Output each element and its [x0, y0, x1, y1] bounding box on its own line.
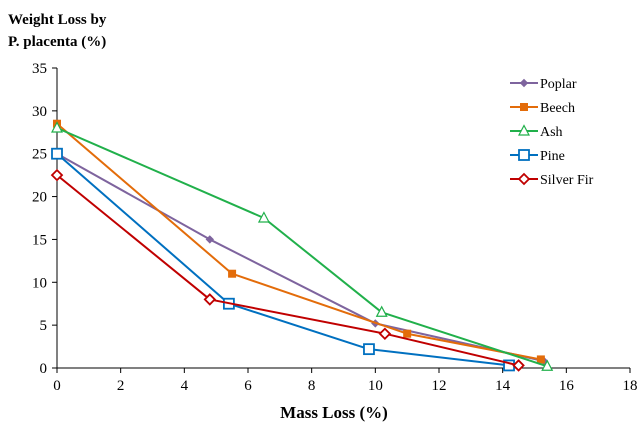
series-poplar: [52, 149, 549, 366]
series-pine: [51, 147, 515, 372]
data-point: [51, 121, 63, 133]
data-point: [536, 355, 545, 364]
x-tick-label: 16: [559, 378, 575, 394]
y-tick-label: 25: [32, 147, 47, 163]
y-tick-label: 5: [40, 318, 48, 334]
data-point: [50, 168, 64, 182]
y-axis-title-line-2: P. placenta (%): [8, 34, 106, 50]
legend-marker: [518, 124, 530, 136]
legend-label: Beech: [540, 101, 575, 116]
axes: 0 5 10 15 20 25 30 35 0 2 4 6 8 10 12 14 16 18: [32, 61, 638, 394]
series-line: [56, 174, 519, 367]
legend-label: Silver Fir: [540, 173, 594, 188]
y-tick-label: 0: [40, 361, 48, 377]
data-point: [203, 293, 217, 306]
x-tick-label: 14: [495, 378, 511, 394]
data-point: [51, 147, 63, 160]
legend-label: Pine: [540, 149, 565, 164]
x-tick-label: 18: [623, 378, 638, 394]
data-point: [363, 343, 375, 356]
data-point: [375, 305, 388, 317]
data-point: [228, 269, 237, 278]
series-line: [56, 127, 548, 368]
data-point: [257, 211, 270, 223]
legend-marker: [518, 149, 530, 161]
legend-marker: [520, 103, 528, 111]
series-ash: [51, 121, 554, 371]
x-tick-label: 6: [244, 378, 252, 394]
y-tick-label: 35: [32, 61, 47, 77]
series-silver-fir: [50, 168, 525, 372]
data-point: [403, 329, 412, 338]
legend-item: Silver Fir: [510, 172, 594, 188]
legend-label: Poplar: [540, 77, 577, 92]
legend-label: Ash: [540, 125, 563, 140]
series-line: [56, 122, 542, 361]
x-axis-title: Mass Loss (%): [280, 403, 388, 422]
y-tick-label: 20: [32, 190, 47, 206]
y-tick-label: 30: [32, 104, 47, 120]
x-tick-label: 12: [432, 378, 447, 394]
data-point: [205, 235, 215, 244]
legend-marker: [517, 172, 531, 186]
y-tick-label: 15: [32, 232, 47, 248]
legend-item: Beech: [510, 101, 575, 116]
data-point: [378, 327, 392, 340]
legend-item: Ash: [510, 124, 563, 140]
x-tick-label: 0: [53, 378, 61, 394]
legend-item: Poplar: [510, 77, 577, 92]
series-line: [56, 152, 510, 367]
x-tick-label: 8: [308, 378, 316, 394]
legend: Poplar Beech Ash Pine Silver Fir: [510, 77, 594, 188]
legend-item: Pine: [510, 149, 565, 164]
y-axis-title-line-1: Weight Loss by: [8, 12, 107, 28]
y-tick-label: 10: [32, 275, 47, 291]
x-tick-label: 10: [368, 378, 383, 394]
series-layer: [50, 119, 554, 372]
x-tick-label: 2: [117, 378, 125, 394]
data-point: [541, 359, 554, 371]
data-point: [512, 359, 525, 372]
x-tick-label: 4: [181, 378, 189, 394]
legend-marker: [519, 78, 529, 88]
series-line: [56, 152, 545, 363]
